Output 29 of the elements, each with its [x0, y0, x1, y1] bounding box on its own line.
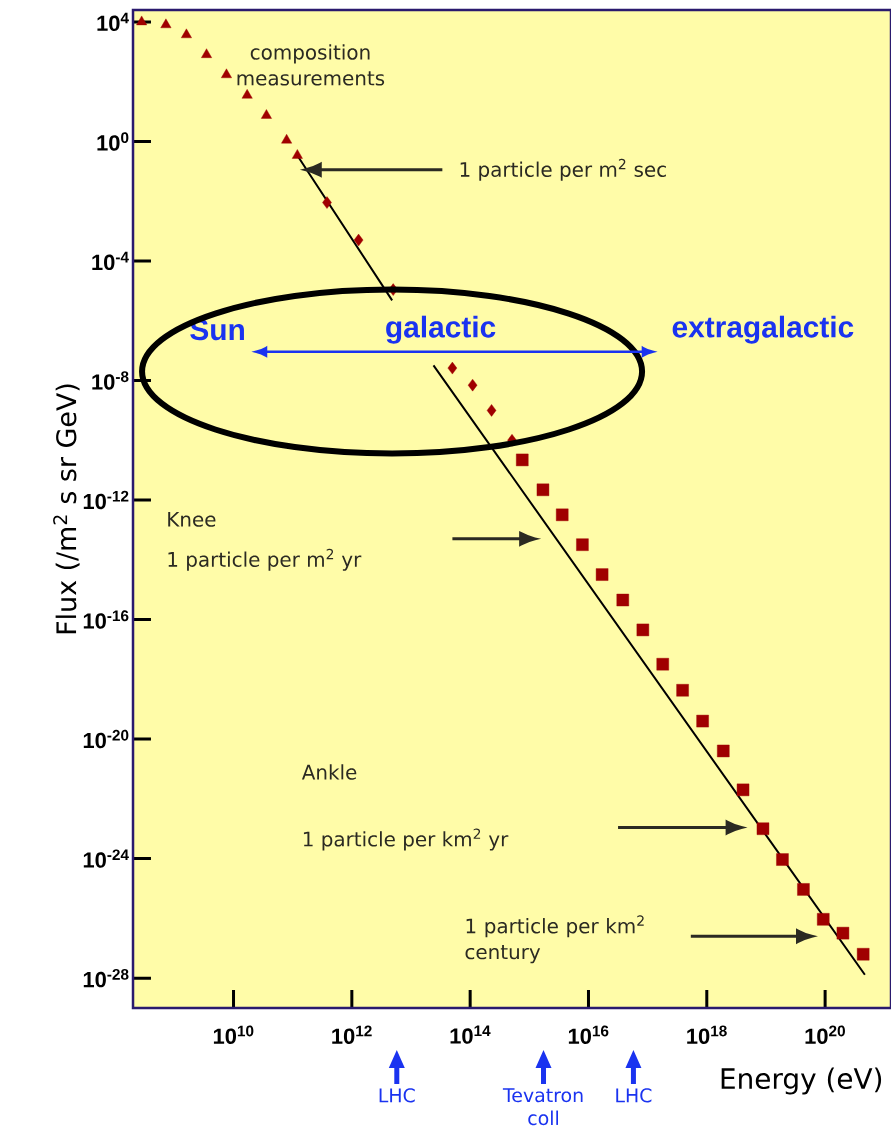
annotation: 1 particle per m$^{2}$ yr [168, 548, 362, 571]
x-tick-label: 10$^{16}$ [568, 1025, 609, 1044]
x-tick-label: 10$^{20}$ [805, 1025, 845, 1044]
y-axis-title: Flux (/m$^{2}$ s sr GeV) [53, 384, 80, 634]
text: LHC [379, 1088, 415, 1103]
y-tick-label: 10$^{-20}$ [83, 729, 129, 749]
annotation: Ankle [301, 764, 357, 780]
y-tick-label: 10$^{-28}$ [83, 968, 129, 988]
y-tick-label: 10$^{4}$ [97, 12, 129, 32]
text: 1 particle per km$^{2}$ century [465, 915, 644, 964]
annotation: extragalactic [672, 315, 854, 344]
x-tick-label: 10$^{12}$ [332, 1025, 372, 1044]
annotation: composition measurements [237, 44, 385, 86]
x-axis-title: Energy (eV) [721, 1067, 882, 1095]
annotation: 1 particle per m$^{2}$ sec [460, 158, 666, 181]
y-tick-label: 10$^{-12}$ [83, 490, 129, 510]
text: LHC [616, 1088, 652, 1103]
y-tick-label: 10$^{-8}$ [92, 371, 129, 390]
text: Tevatron coll [502, 1088, 583, 1126]
x-tick-label: 10$^{10}$ [213, 1025, 254, 1044]
y-tick-label: 10$^{-24}$ [83, 849, 129, 868]
y-tick-label: 10$^{-4}$ [92, 251, 129, 271]
x-tick-label: 10$^{18}$ [687, 1025, 727, 1044]
x-tick-label: 10$^{14}$ [450, 1025, 491, 1044]
annotation: 1 particle per km$^{2}$ yr [303, 828, 509, 851]
annotation: Knee [168, 512, 216, 527]
y-tick-label: 10$^{0}$ [97, 132, 129, 151]
y-tick-label: 10$^{-16}$ [83, 610, 129, 629]
annotation: galactic [386, 315, 496, 344]
